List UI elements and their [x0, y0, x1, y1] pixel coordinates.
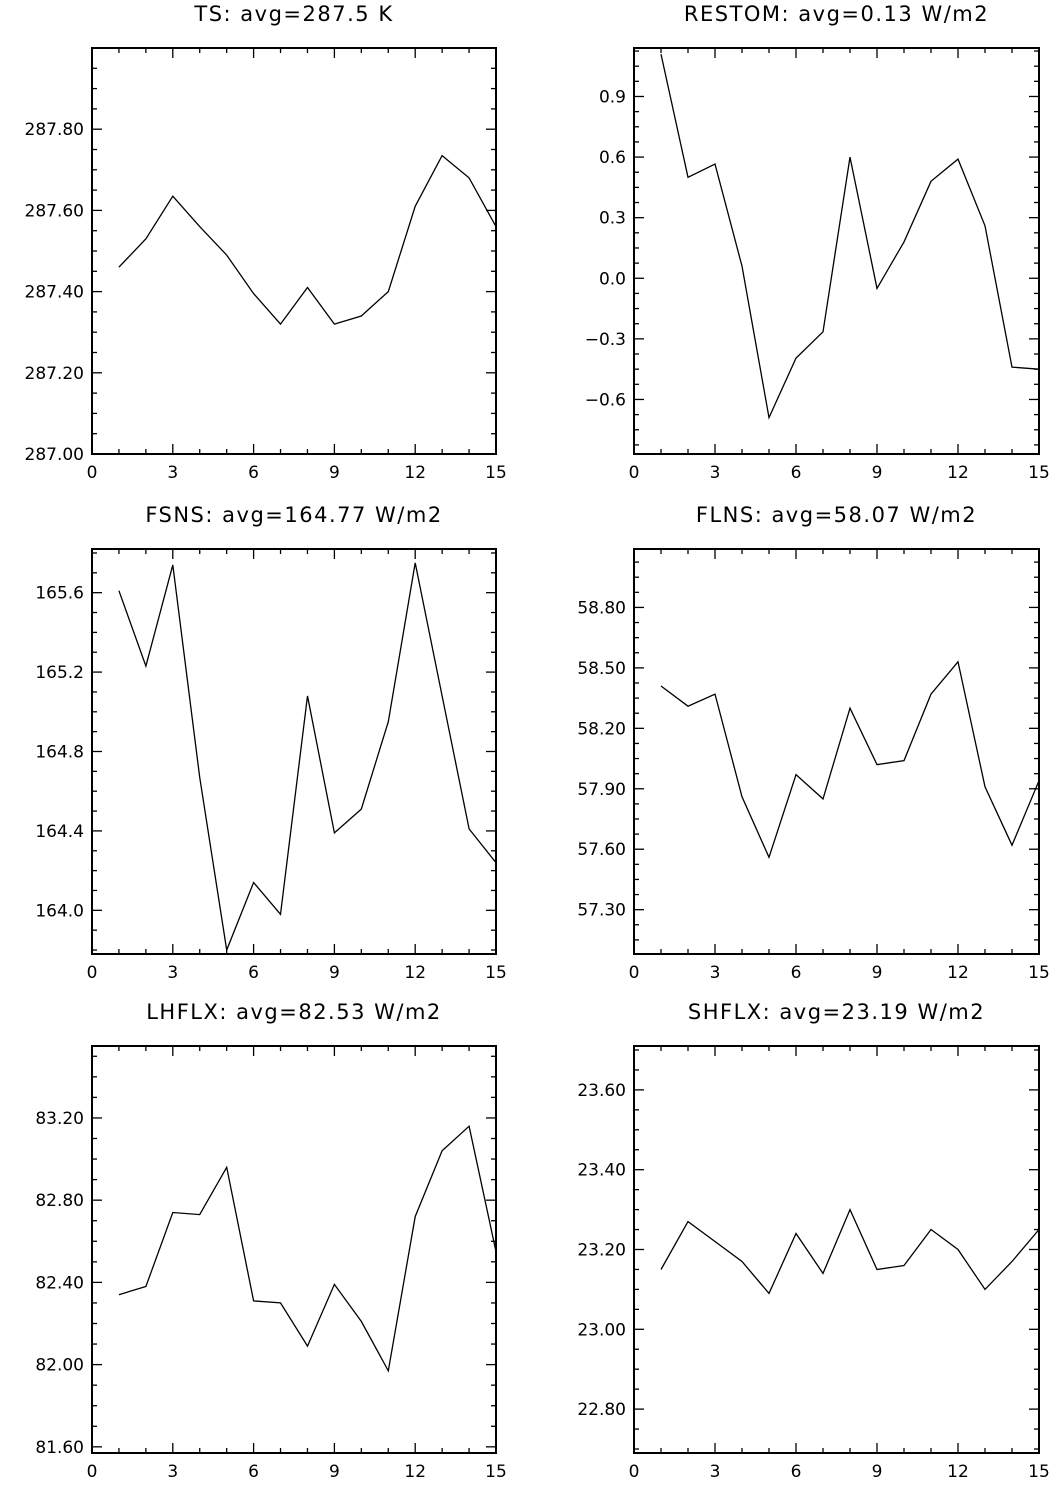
y-tick-label: 23.20 — [577, 1241, 626, 1261]
y-tick-label: 58.20 — [577, 719, 626, 739]
x-tick-label: 6 — [791, 963, 802, 983]
y-tick-label: 58.80 — [577, 598, 626, 618]
y-tick-label: 287.60 — [25, 201, 84, 221]
x-tick-label: 0 — [87, 1462, 98, 1482]
series-line — [660, 53, 1039, 420]
y-tick-label: 0.9 — [599, 87, 626, 107]
y-tick-label: 23.00 — [577, 1320, 626, 1340]
y-tick-label: 57.30 — [577, 901, 626, 921]
x-tick-label: 3 — [167, 963, 178, 983]
chart-title: LHFLX: avg=82.53 W/m2 — [146, 1000, 442, 1024]
x-tick-label: 0 — [87, 463, 98, 483]
plot-frame — [633, 1045, 1040, 1454]
y-tick-label: 22.80 — [577, 1400, 626, 1420]
y-tick-label: 287.40 — [25, 283, 84, 303]
y-tick-label: 23.60 — [577, 1081, 626, 1101]
x-tick-label: 12 — [947, 463, 969, 483]
y-tick-label: −0.6 — [585, 390, 626, 410]
x-tick-label: 6 — [248, 963, 259, 983]
y-tick-label: 165.6 — [35, 584, 84, 604]
series-line — [660, 660, 1039, 860]
y-tick-label: 82.00 — [35, 1356, 84, 1376]
chart-title: FLNS: avg=58.07 W/m2 — [696, 503, 977, 527]
x-tick-label: 6 — [248, 1462, 259, 1482]
plot-frame — [91, 47, 497, 455]
plot-frame — [633, 548, 1040, 955]
chart-panel-3: FSNS: avg=164.77 W/m2 0 3 6 9 12 15 164.0 164.4 1… — [35, 503, 506, 983]
y-tick-label: 23.40 — [577, 1161, 626, 1181]
x-tick-label: 15 — [485, 1462, 507, 1482]
y-tick-label: 287.80 — [25, 120, 84, 140]
x-tick-label: 0 — [629, 463, 640, 483]
x-tick-label: 15 — [1028, 1462, 1050, 1482]
x-tick-label: 6 — [791, 463, 802, 483]
chart-title: FSNS: avg=164.77 W/m2 — [145, 503, 442, 527]
y-tick-label: 57.60 — [577, 840, 626, 860]
x-tick-label: 3 — [710, 463, 721, 483]
x-tick-label: 12 — [404, 963, 426, 983]
x-tick-label: 9 — [329, 463, 340, 483]
x-tick-label: 9 — [872, 1462, 883, 1482]
chart-panel-1: TS: avg=287.5 K 0 3 6 9 12 15 287.00 287.20 287.4… — [25, 2, 507, 483]
chart-panel-4: FLNS: avg=58.07 W/m2 0 3 6 9 12 15 57.30 57.60 57… — [577, 503, 1049, 983]
y-tick-label: 82.40 — [35, 1273, 84, 1293]
series-line — [118, 562, 496, 953]
x-tick-label: 9 — [329, 1462, 340, 1482]
chart-panel-6: SHFLX: avg=23.19 W/m2 0 3 6 9 12 15 22.80 23.00 2… — [577, 1000, 1049, 1482]
x-tick-label: 9 — [872, 963, 883, 983]
x-tick-label: 15 — [485, 463, 507, 483]
y-tick-label: 287.00 — [25, 445, 84, 465]
x-tick-label: 3 — [710, 963, 721, 983]
x-tick-label: 12 — [404, 1462, 426, 1482]
y-tick-label: 164.8 — [35, 743, 84, 763]
y-tick-label: 287.20 — [25, 364, 84, 384]
x-tick-label: 3 — [167, 1462, 178, 1482]
y-tick-label: 0.0 — [599, 269, 626, 289]
chart-panel-2: RESTOM: avg=0.13 W/m2 0 3 6 9 12 15 −0.6 −0.3 0.0… — [585, 2, 1050, 483]
y-tick-label: 82.80 — [35, 1191, 84, 1211]
x-tick-label: 15 — [485, 963, 507, 983]
x-tick-label: 12 — [947, 963, 969, 983]
x-tick-label: 0 — [87, 963, 98, 983]
chart-title: TS: avg=287.5 K — [193, 2, 393, 26]
x-tick-label: 9 — [329, 963, 340, 983]
y-tick-label: 83.20 — [35, 1109, 84, 1129]
y-tick-label: 57.90 — [577, 780, 626, 800]
x-tick-label: 12 — [947, 1462, 969, 1482]
plot-frame — [91, 1045, 497, 1454]
x-tick-label: 3 — [167, 463, 178, 483]
x-tick-label: 6 — [791, 1462, 802, 1482]
chart-title: RESTOM: avg=0.13 W/m2 — [684, 2, 989, 26]
y-tick-label: 165.2 — [35, 663, 84, 683]
y-tick-label: 58.50 — [577, 659, 626, 679]
x-tick-label: 6 — [248, 463, 259, 483]
x-tick-label: 12 — [404, 463, 426, 483]
x-tick-label: 0 — [629, 1462, 640, 1482]
y-tick-label: 81.60 — [35, 1438, 84, 1458]
x-tick-label: 0 — [629, 963, 640, 983]
x-tick-label: 15 — [1028, 963, 1050, 983]
y-tick-label: 164.4 — [35, 822, 84, 842]
x-tick-label: 15 — [1028, 463, 1050, 483]
y-tick-label: 0.3 — [599, 209, 626, 229]
chart-title: SHFLX: avg=23.19 W/m2 — [688, 1000, 985, 1024]
series-line — [118, 1124, 496, 1373]
x-tick-label: 9 — [872, 463, 883, 483]
series-line — [660, 1207, 1039, 1295]
y-tick-label: 164.0 — [35, 901, 84, 921]
plot-frame — [91, 548, 497, 955]
y-tick-label: 0.6 — [599, 148, 626, 168]
x-tick-label: 3 — [710, 1462, 721, 1482]
chart-panel-5: LHFLX: avg=82.53 W/m2 0 3 6 9 12 15 81.60 82.00 8… — [35, 1000, 506, 1482]
series-line — [118, 154, 496, 326]
y-tick-label: −0.3 — [585, 330, 626, 350]
plot-frame — [633, 47, 1040, 455]
